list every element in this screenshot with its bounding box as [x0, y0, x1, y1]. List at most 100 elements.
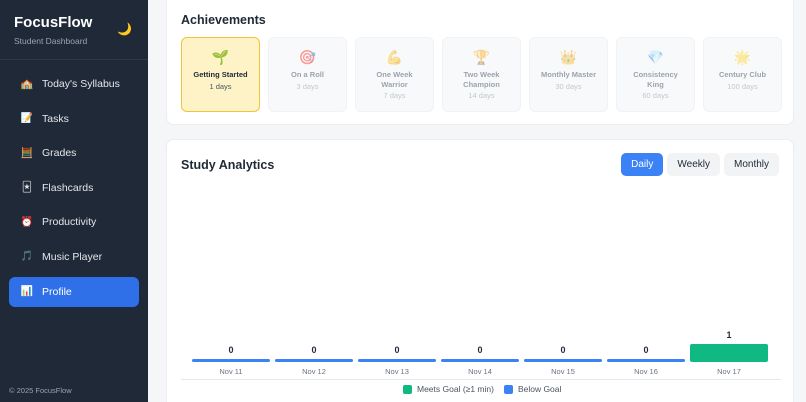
star-icon: 🌟 [733, 49, 752, 65]
target-icon: 🎯 [298, 49, 317, 65]
achievement-days: 7 days [383, 91, 406, 100]
bar-column: 0 Nov 12 [275, 180, 353, 376]
legend-swatch [403, 384, 412, 394]
sidebar: FocusFlow Student Dashboard 🌙 🏫 Today's S… [0, 0, 148, 402]
flexed-bicep-icon: 💪 [385, 49, 404, 65]
trophy-icon: 🏆 [472, 49, 491, 65]
tab-weekly[interactable]: Weekly [667, 153, 720, 176]
legend-meets-goal: Meets Goal (≥1 min) [403, 384, 494, 394]
bar-value: 0 [643, 345, 649, 355]
alarm-clock-icon: ⏰ [20, 216, 34, 228]
bar-column: 0 Nov 15 [524, 180, 602, 376]
bar-below-goal[interactable] [192, 359, 270, 362]
sidebar-item-music-player[interactable]: 🎵 Music Player [9, 242, 139, 272]
music-note-icon: 🎵 [20, 251, 34, 263]
bar-column: 0 Nov 11 [192, 180, 270, 376]
analytics-title: Study Analytics [181, 158, 275, 172]
sidebar-item-label: Flashcards [42, 181, 94, 194]
achievement-name: On a Roll [291, 70, 324, 79]
tab-monthly[interactable]: Monthly [723, 153, 779, 176]
seedling-icon: 🌱 [211, 49, 230, 65]
chart-legend: Meets Goal (≥1 min) Below Goal [403, 384, 571, 394]
achievement-name: Monthly Master [540, 70, 596, 79]
achievement-days: 1 days [209, 81, 232, 91]
sidebar-item-label: Productivity [42, 216, 97, 229]
achievement-badge: 🏆 Two Week Champion 14 days [442, 37, 521, 112]
achievement-badge: 👑 Monthly Master 30 days [529, 37, 608, 112]
bar-below-goal[interactable] [441, 359, 519, 362]
bar-meets-goal[interactable] [690, 344, 768, 362]
bar-value: 0 [311, 345, 317, 355]
bar-below-goal[interactable] [607, 359, 685, 362]
bar-value: 0 [477, 345, 483, 355]
sidebar-item-label: Profile [42, 285, 72, 298]
achievement-days: 3 days [296, 81, 319, 91]
bar-chart-icon: 📊 [20, 286, 34, 298]
bar-date-label: Nov 14 [468, 367, 492, 376]
achievement-days: 30 days [555, 81, 582, 91]
achievements-list: 🌱 Getting Started 1 days 🎯 On a Roll 3 days 💪 O… [181, 37, 782, 112]
bar-column: 0 Nov 16 [607, 180, 685, 376]
sidebar-item-productivity[interactable]: ⏰ Productivity [9, 207, 139, 237]
bar-below-goal[interactable] [358, 359, 436, 362]
app-title: FocusFlow [14, 14, 93, 31]
sidebar-nav: 🏫 Today's Syllabus 📝 Tasks 🧮 Grades 🃏 Flashcard… [0, 60, 148, 307]
memo-icon: 📝 [20, 113, 34, 125]
study-bar-chart: 0 Nov 11 0 Nov 12 0 Nov 13 0 Nov 14 0 Nov 15 0 Nov … [181, 180, 781, 380]
app-subtitle: Student Dashboard [14, 36, 88, 46]
bar-column: 0 Nov 13 [358, 180, 436, 376]
tab-daily[interactable]: Daily [621, 153, 664, 176]
legend-label: Meets Goal (≥1 min) [417, 384, 494, 394]
achievement-days: 14 days [468, 91, 495, 100]
achievement-badge: 🌟 Century Club 100 days [703, 37, 782, 112]
achievements-title: Achievements [181, 13, 266, 27]
sidebar-item-flashcards[interactable]: 🃏 Flashcards [9, 173, 139, 203]
bar-date-label: Nov 17 [717, 367, 741, 376]
legend-swatch [503, 384, 513, 394]
sidebar-item-label: Grades [42, 147, 77, 160]
gem-icon: 💎 [646, 49, 665, 65]
sidebar-item-label: Today's Syllabus [42, 78, 120, 90]
brand-header: FocusFlow Student Dashboard 🌙 [0, 0, 148, 60]
bar-column: 0 Nov 14 [441, 180, 519, 376]
achievement-badge: 💪 One Week Warrior 7 days [355, 37, 434, 112]
bar-date-label: Nov 11 [219, 367, 243, 376]
bar-below-goal[interactable] [275, 359, 353, 362]
bar-date-label: Nov 12 [302, 367, 326, 376]
bar-below-goal[interactable] [524, 359, 602, 362]
copyright: © 2025 FocusFlow [9, 386, 72, 395]
sidebar-item-profile[interactable]: 📊 Profile [9, 276, 139, 307]
x-axis-line [181, 379, 781, 380]
school-icon: 🏫 [20, 78, 34, 90]
crown-icon: 👑 [559, 49, 578, 65]
study-analytics-card: Study Analytics Daily Weekly Monthly 0 Nov … [166, 139, 794, 402]
sidebar-item-label: Tasks [42, 112, 69, 125]
bar-date-label: Nov 13 [385, 367, 409, 376]
achievement-badge: 🌱 Getting Started 1 days [181, 37, 260, 112]
achievement-name: Getting Started [193, 70, 248, 79]
bar-value: 0 [228, 345, 234, 355]
flashcard-icon: 🃏 [21, 182, 33, 194]
moon-icon[interactable]: 🌙 [117, 22, 132, 36]
achievement-name: Consistency King [633, 70, 678, 89]
bar-column: 1 Nov 17 [690, 180, 768, 376]
period-tabs: Daily Weekly Monthly [621, 153, 779, 176]
sidebar-item-today-s-syllabus[interactable]: 🏫 Today's Syllabus [9, 69, 139, 99]
sidebar-item-grades[interactable]: 🧮 Grades [9, 138, 139, 168]
bar-value: 0 [394, 345, 400, 355]
bar-value: 0 [560, 345, 566, 355]
achievement-days: 100 days [727, 81, 758, 91]
sidebar-item-label: Music Player [42, 250, 103, 263]
achievement-name: Century Club [718, 70, 767, 79]
bar-date-label: Nov 16 [634, 367, 658, 376]
achievement-badge: 💎 Consistency King 60 days [616, 37, 695, 112]
achievement-name: One Week Warrior [376, 70, 413, 89]
sidebar-item-tasks[interactable]: 📝 Tasks [9, 104, 139, 134]
achievement-name: Two Week Champion [463, 70, 500, 89]
legend-label: Below Goal [517, 384, 562, 394]
abacus-icon: 🧮 [20, 147, 34, 159]
achievement-days: 60 days [642, 91, 669, 100]
bar-value: 1 [726, 330, 732, 340]
bar-date-label: Nov 15 [551, 367, 575, 376]
legend-below-goal: Below Goal [503, 384, 562, 394]
